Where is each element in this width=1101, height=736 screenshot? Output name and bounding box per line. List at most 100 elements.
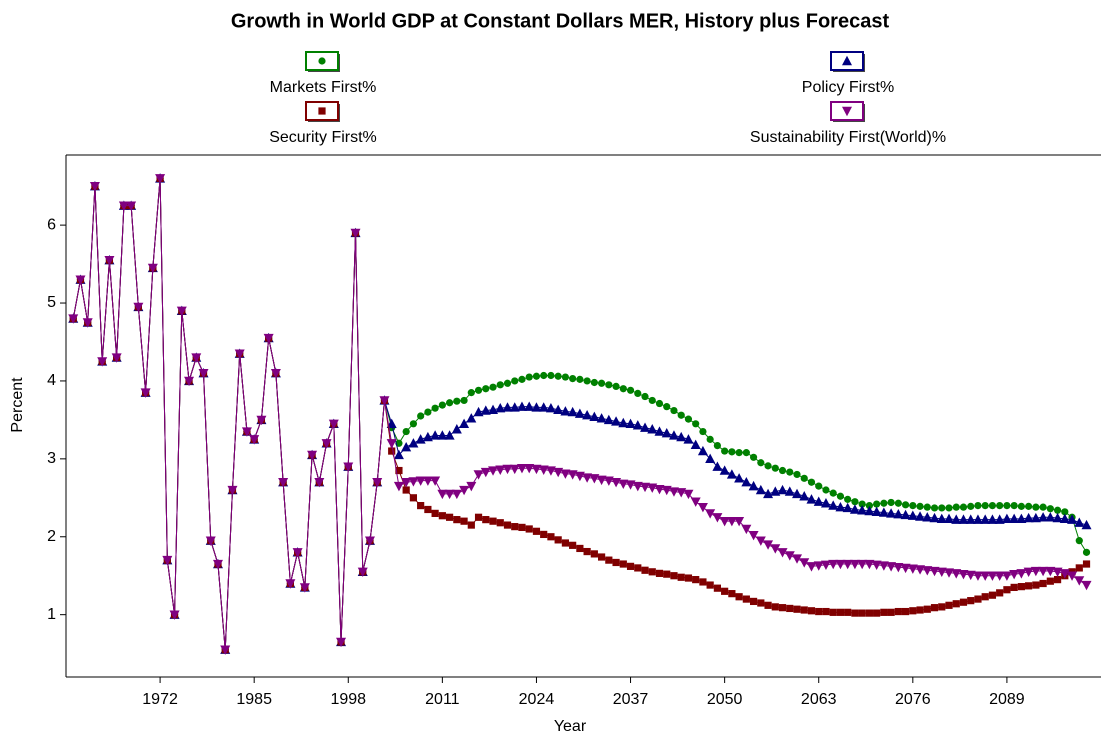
- marker: [764, 601, 772, 609]
- marker: [1045, 566, 1056, 577]
- marker: [771, 464, 779, 472]
- legend-marker: [842, 55, 852, 66]
- marker: [496, 519, 504, 527]
- marker: [713, 442, 721, 450]
- marker: [849, 504, 860, 514]
- marker: [511, 523, 519, 531]
- y-tick-label: 1: [47, 606, 56, 623]
- marker: [1003, 586, 1011, 594]
- marker: [972, 571, 983, 581]
- marker: [140, 388, 151, 398]
- marker: [929, 566, 940, 577]
- marker: [547, 371, 555, 380]
- marker: [1067, 514, 1078, 524]
- marker: [612, 382, 620, 390]
- marker: [1025, 502, 1033, 510]
- marker: [742, 449, 750, 457]
- marker: [502, 402, 513, 412]
- marker: [967, 597, 975, 605]
- marker: [1059, 513, 1070, 524]
- marker: [540, 530, 548, 539]
- marker: [706, 581, 714, 589]
- marker: [806, 562, 817, 572]
- marker: [1061, 508, 1069, 516]
- marker: [800, 474, 808, 482]
- marker: [480, 405, 491, 415]
- marker: [590, 550, 598, 558]
- marker: [858, 500, 866, 508]
- marker: [1053, 506, 1062, 514]
- marker: [822, 607, 830, 616]
- marker: [430, 430, 441, 440]
- marker: [589, 474, 600, 484]
- marker: [401, 441, 412, 452]
- marker: [451, 489, 462, 500]
- marker: [395, 466, 403, 475]
- marker: [292, 548, 303, 558]
- marker: [755, 484, 766, 495]
- marker: [582, 410, 593, 420]
- marker: [212, 559, 223, 570]
- marker: [1032, 581, 1040, 589]
- marker: [133, 302, 144, 313]
- marker: [945, 504, 953, 512]
- marker: [930, 504, 939, 512]
- marker: [909, 501, 917, 510]
- marker: [184, 376, 195, 387]
- marker: [726, 469, 737, 479]
- y-tick-label: 2: [47, 528, 56, 545]
- marker: [431, 509, 439, 517]
- marker: [569, 541, 577, 549]
- marker: [1010, 583, 1018, 592]
- marker: [467, 389, 475, 397]
- marker: [234, 349, 245, 359]
- marker: [972, 514, 983, 524]
- marker: [793, 470, 801, 479]
- marker: [618, 417, 629, 428]
- marker: [784, 551, 795, 561]
- legend-label: Sustainability First(World)%: [750, 129, 946, 146]
- marker: [126, 201, 137, 211]
- marker: [409, 494, 418, 502]
- marker: [270, 368, 281, 379]
- marker: [417, 501, 425, 510]
- marker: [820, 560, 831, 571]
- marker: [561, 539, 570, 547]
- marker: [901, 607, 910, 616]
- marker: [763, 540, 774, 550]
- marker: [894, 499, 902, 507]
- marker: [634, 564, 642, 572]
- marker: [605, 556, 613, 564]
- marker: [683, 434, 694, 444]
- marker: [408, 477, 419, 487]
- marker: [603, 414, 614, 425]
- marker: [734, 516, 745, 527]
- marker: [851, 609, 859, 617]
- marker: [916, 502, 924, 510]
- marker: [981, 501, 989, 510]
- marker: [974, 595, 982, 603]
- chart-title: Growth in World GDP at Constant Dollars …: [231, 10, 890, 32]
- marker: [516, 401, 527, 411]
- marker: [583, 377, 591, 385]
- marker: [705, 453, 716, 464]
- marker: [690, 497, 701, 507]
- marker: [865, 609, 873, 617]
- marker: [459, 418, 470, 428]
- marker: [915, 511, 926, 521]
- marker: [147, 263, 158, 274]
- marker: [647, 483, 658, 493]
- marker: [886, 508, 897, 518]
- marker: [473, 470, 484, 480]
- marker: [424, 505, 432, 514]
- marker: [386, 439, 397, 449]
- marker: [611, 416, 622, 426]
- marker: [569, 375, 577, 383]
- marker: [489, 383, 497, 391]
- legend-label: Markets First%: [270, 79, 377, 96]
- x-tick-label: 2050: [707, 691, 743, 708]
- marker: [1003, 501, 1011, 510]
- marker: [626, 562, 635, 570]
- marker: [858, 609, 866, 617]
